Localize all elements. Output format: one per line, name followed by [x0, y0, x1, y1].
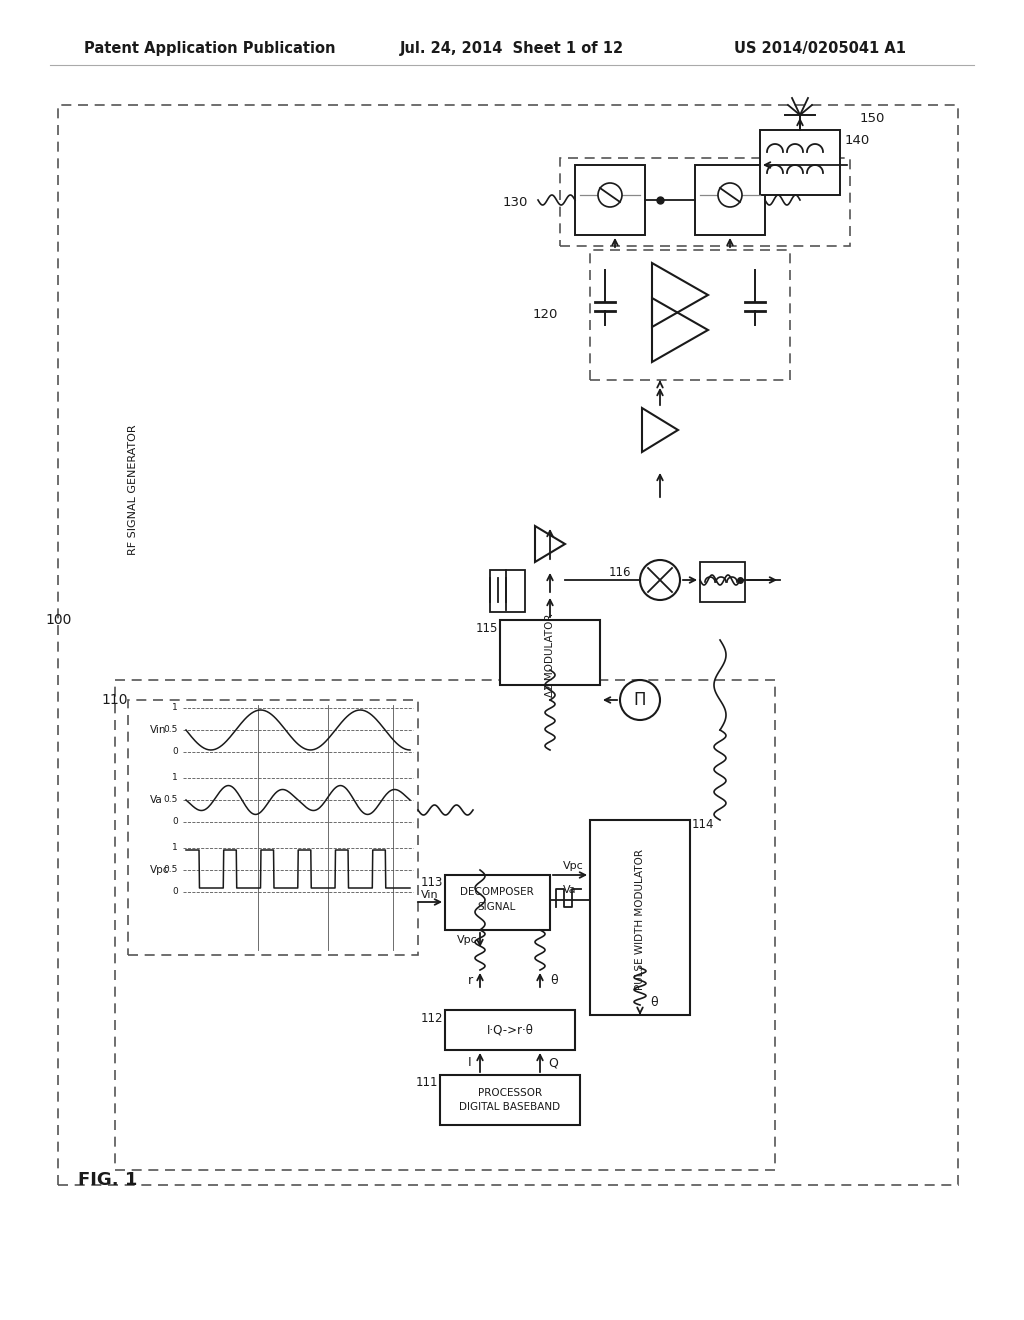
Text: PULSE WIDTH MODULATOR: PULSE WIDTH MODULATOR [635, 850, 645, 990]
Bar [58, 106, 958, 1185]
Text: r: r [467, 974, 472, 986]
Text: US 2014/0205041 A1: US 2014/0205041 A1 [734, 41, 906, 55]
Text: Q: Q [548, 1056, 558, 1069]
Text: 114: 114 [692, 818, 715, 832]
Text: 0.5: 0.5 [164, 726, 178, 734]
Text: 1: 1 [172, 704, 178, 713]
Text: I: I [468, 1056, 472, 1069]
Text: 0: 0 [172, 817, 178, 826]
Text: 0: 0 [172, 887, 178, 896]
Text: 130: 130 [503, 195, 528, 209]
Text: 120: 120 [532, 309, 558, 322]
Bar [700, 562, 745, 602]
Text: Π: Π [634, 690, 646, 709]
Text: θ: θ [650, 997, 657, 1010]
Text: 0.5: 0.5 [164, 796, 178, 804]
Bar [490, 570, 525, 612]
Text: I·Q->r·θ: I·Q->r·θ [486, 1023, 534, 1036]
Text: DECOMPOSER: DECOMPOSER [460, 887, 534, 898]
Text: 0.5: 0.5 [164, 866, 178, 874]
Bar [115, 680, 775, 1170]
Text: Vpc: Vpc [457, 935, 477, 945]
Bar [445, 875, 550, 931]
Circle shape [598, 183, 622, 207]
Text: 116: 116 [608, 565, 631, 578]
Bar [445, 1010, 575, 1049]
Text: RF SIGNAL GENERATOR: RF SIGNAL GENERATOR [128, 425, 138, 556]
Circle shape [620, 680, 660, 719]
Text: Patent Application Publication: Patent Application Publication [84, 41, 336, 55]
Text: 111: 111 [416, 1077, 438, 1089]
Text: Va: Va [150, 795, 163, 805]
Text: 1: 1 [172, 774, 178, 783]
Text: θ: θ [550, 974, 558, 986]
Bar [500, 620, 600, 685]
Bar [575, 165, 645, 235]
Text: 150: 150 [860, 111, 886, 124]
Bar [760, 129, 840, 195]
Text: 100: 100 [46, 612, 72, 627]
Text: Vin: Vin [150, 725, 167, 735]
Circle shape [718, 183, 742, 207]
Text: DIGITAL BASEBAND: DIGITAL BASEBAND [460, 1102, 560, 1111]
Text: 140: 140 [845, 133, 870, 147]
Text: 110: 110 [101, 693, 128, 708]
Text: 112: 112 [421, 1011, 443, 1024]
Bar [440, 1074, 580, 1125]
Text: ΔΣ MODULATOR: ΔΣ MODULATOR [545, 614, 555, 697]
Text: SIGNAL: SIGNAL [478, 902, 516, 912]
Text: 1: 1 [172, 843, 178, 853]
Text: Vpc: Vpc [562, 861, 584, 871]
Text: PROCESSOR: PROCESSOR [478, 1088, 542, 1098]
Bar [590, 249, 790, 380]
Text: FIG. 1: FIG. 1 [78, 1171, 137, 1189]
Text: Vin: Vin [421, 890, 439, 900]
Text: 113: 113 [421, 876, 443, 890]
Text: 0: 0 [172, 747, 178, 756]
Bar [560, 158, 850, 246]
Bar [590, 820, 690, 1015]
Text: Vpc: Vpc [150, 865, 170, 875]
Text: 115: 115 [475, 622, 498, 635]
Bar [695, 165, 765, 235]
Circle shape [640, 560, 680, 601]
Bar [128, 700, 418, 954]
Text: Va: Va [563, 884, 577, 895]
Text: Jul. 24, 2014  Sheet 1 of 12: Jul. 24, 2014 Sheet 1 of 12 [400, 41, 624, 55]
